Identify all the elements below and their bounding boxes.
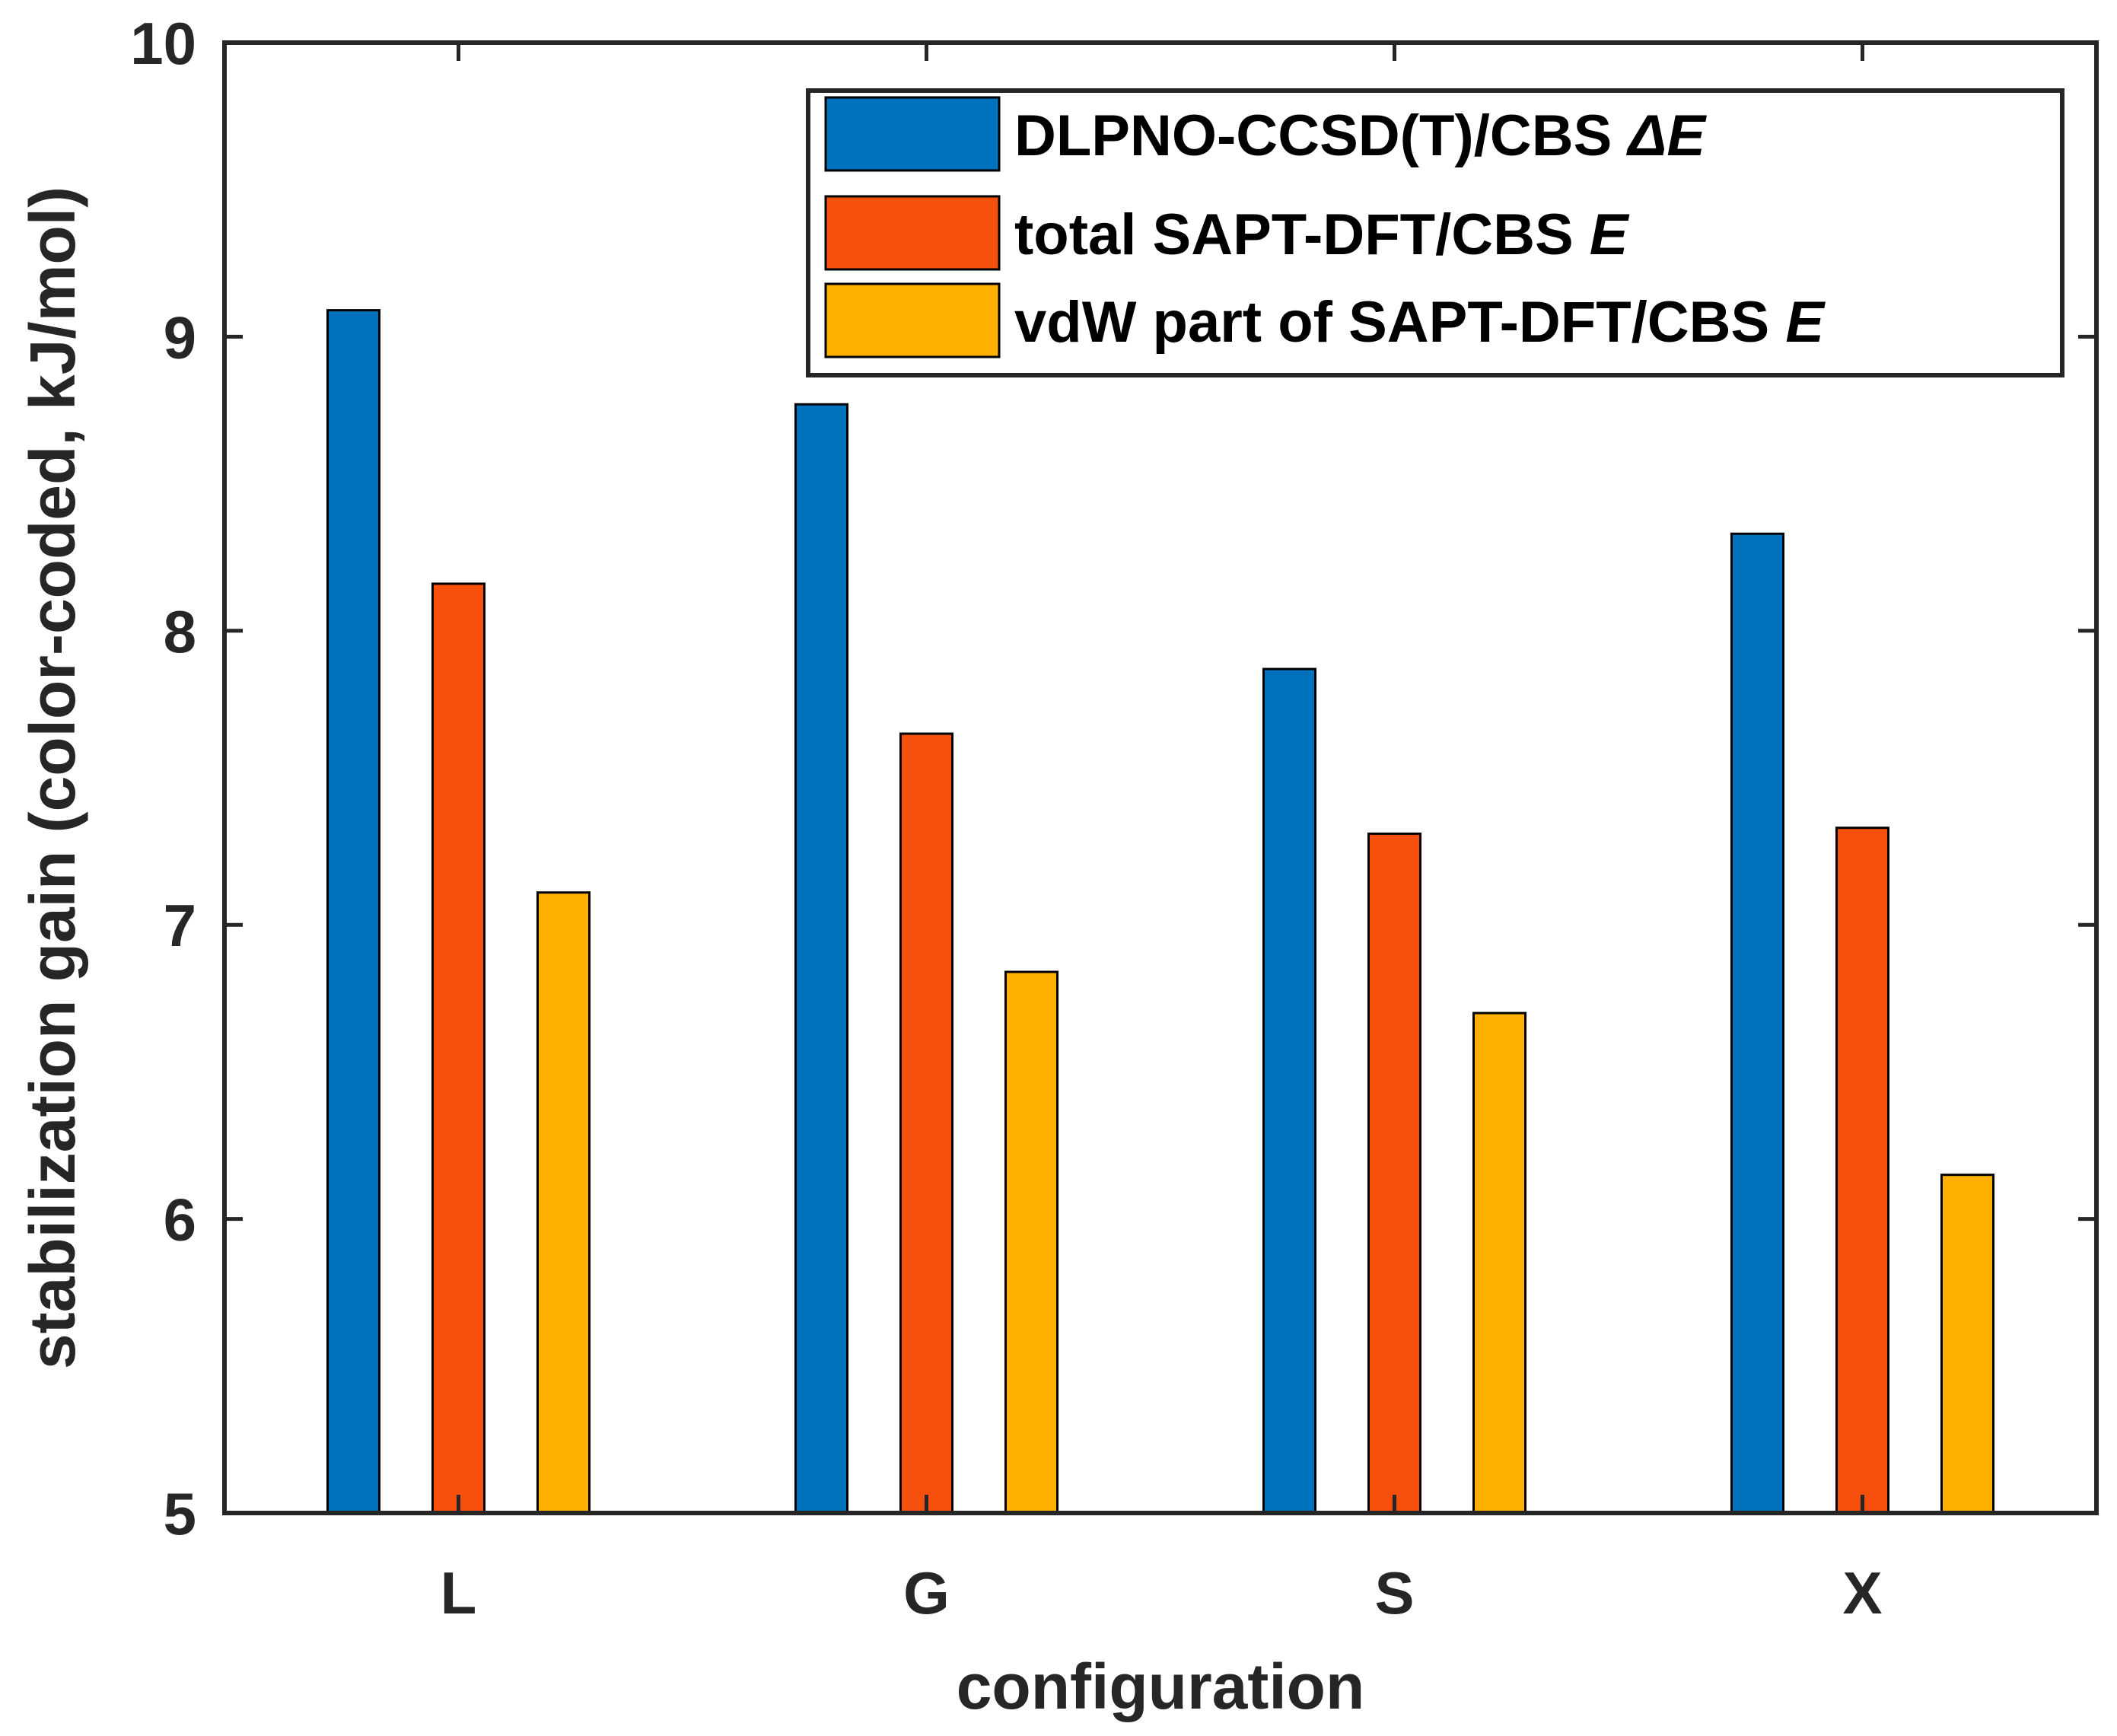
x-tick-label-l: L [441, 1559, 477, 1626]
axis-ticks [224, 40, 2096, 1515]
bar-x-series-3 [1940, 1174, 1994, 1515]
bar-g-series-2 [899, 732, 953, 1515]
y-tick-label: 6 [164, 1187, 196, 1253]
y-tick-label: 9 [164, 304, 196, 371]
y-tick-label: 8 [164, 598, 196, 665]
bar-g-series-1 [794, 403, 848, 1515]
legend-label-2: total SAPT-DFT/CBS E [1014, 202, 1630, 267]
bar-l-series-3 [536, 891, 591, 1515]
bar-s-series-3 [1472, 1011, 1526, 1515]
bars-layer [326, 309, 1994, 1515]
legend-label-1: DLPNO-CCSD(T)/CBS ΔE [1014, 104, 1707, 168]
y-axis-title: stabilization gain (color-coded, kJ/mol) [17, 186, 88, 1369]
x-tick-label-s: S [1374, 1559, 1414, 1626]
legend-swatch-1 [824, 96, 1001, 172]
y-tick-labels: 5 6 7 8 9 10 [130, 10, 196, 1547]
bar-x-series-1 [1730, 532, 1784, 1515]
legend-label-3: vdW part of SAPT-DFT/CBS E [1014, 290, 1826, 355]
x-tick-label-x: X [1842, 1559, 1882, 1626]
bar-x-series-2 [1835, 827, 1889, 1515]
legend-swatch-3 [824, 282, 1001, 358]
bar-g-series-3 [1004, 970, 1058, 1515]
bar-l-series-1 [326, 309, 380, 1515]
bar-s-series-1 [1262, 667, 1316, 1515]
legend: DLPNO-CCSD(T)/CBS ΔE total SAPT-DFT/CBS E… [806, 88, 2064, 377]
x-axis-title: configuration [957, 1651, 1365, 1722]
legend-swatch-2 [824, 195, 1001, 271]
bar-l-series-2 [431, 582, 485, 1515]
plot-area-frame [222, 40, 2099, 1515]
bar-s-series-2 [1367, 832, 1421, 1515]
y-tick-label: 10 [130, 10, 196, 77]
y-tick-label: 5 [164, 1480, 196, 1547]
legend-box [806, 88, 2064, 377]
x-tick-label-g: G [903, 1559, 950, 1626]
y-tick-label: 7 [164, 892, 196, 959]
